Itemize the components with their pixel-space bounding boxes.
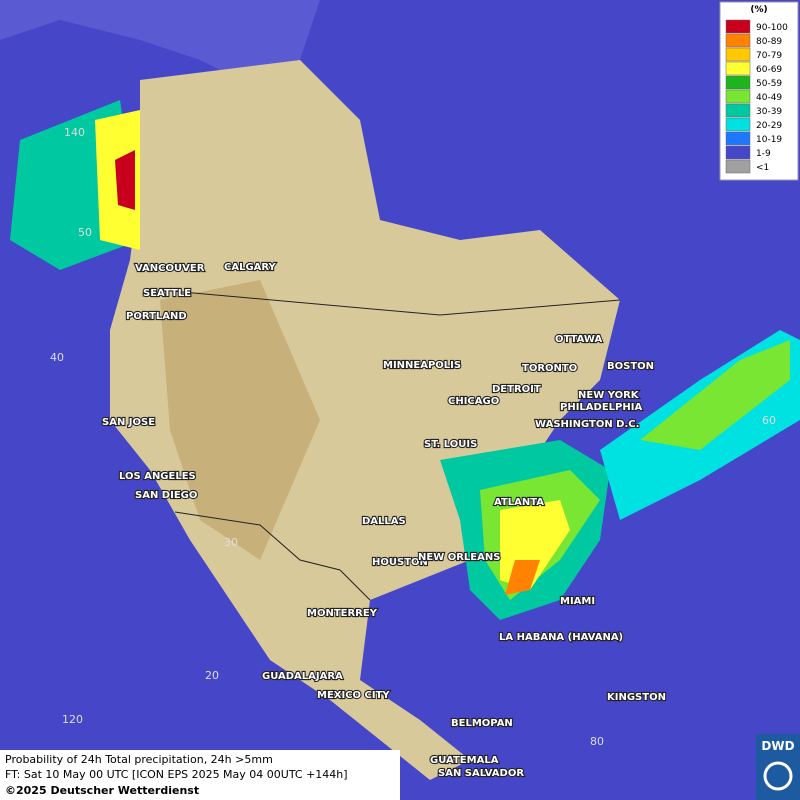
city-label: PHILADELPHIA xyxy=(560,402,642,413)
logo-text: DWD xyxy=(761,739,794,753)
legend-swatch xyxy=(725,89,751,104)
city-label: HOUSTON xyxy=(372,557,428,568)
legend-label: 1-9 xyxy=(756,149,771,159)
graticule-label: 120 xyxy=(62,713,83,726)
city-label: MEXICO CITY xyxy=(317,690,390,701)
legend-label: 60-69 xyxy=(756,65,782,75)
graticule-label: 40 xyxy=(50,351,64,364)
city-label: OTTAWA xyxy=(555,334,602,345)
city-label: SAN JOSE xyxy=(102,417,155,428)
city-label: LA HABANA (HAVANA) xyxy=(499,632,623,643)
city-label: ST. LOUIS xyxy=(424,439,477,450)
city-label: GUADALAJARA xyxy=(262,671,343,682)
city-label: MINNEAPOLIS xyxy=(383,360,461,371)
city-label: CALGARY xyxy=(224,262,277,273)
legend-label: 50-59 xyxy=(756,79,782,89)
caption-box xyxy=(0,750,400,800)
city-label: WASHINGTON D.C. xyxy=(535,419,639,430)
caption-forecast: FT: Sat 10 May 00 UTC [ICON EPS 2025 May… xyxy=(5,768,348,781)
city-label: MIAMI xyxy=(560,596,595,607)
precip-east-peak xyxy=(505,560,540,595)
legend-label: 10-19 xyxy=(756,135,782,145)
legend-swatch xyxy=(725,131,751,146)
legend-swatch xyxy=(725,47,751,62)
city-label: SAN DIEGO xyxy=(135,490,197,501)
caption-title: Probability of 24h Total precipitation, … xyxy=(5,753,273,766)
legend-label: 90-100 xyxy=(756,23,788,33)
city-label: MONTERREY xyxy=(307,608,378,619)
city-label: PORTLAND xyxy=(126,311,187,322)
city-label: NEW YORK xyxy=(578,390,640,401)
graticule-label: 50 xyxy=(78,226,92,239)
legend-swatch xyxy=(725,61,751,76)
legend-swatch xyxy=(725,19,751,34)
legend-title: (%) xyxy=(750,5,767,15)
border xyxy=(174,511,371,601)
arctic xyxy=(0,0,320,80)
graticule-label: 60 xyxy=(762,414,776,427)
city-label: KINGSTON xyxy=(607,692,666,703)
legend-swatch xyxy=(725,159,751,174)
legend-swatch xyxy=(725,103,751,118)
legend-swatch xyxy=(725,75,751,90)
city-label: GUATEMALA xyxy=(430,755,499,766)
border xyxy=(159,289,621,316)
city-label: TORONTO xyxy=(522,363,577,374)
legend-label: 40-49 xyxy=(756,93,782,103)
logo-icon xyxy=(763,761,793,791)
legend-swatch xyxy=(725,33,751,48)
legend-swatch xyxy=(725,145,751,160)
mountains xyxy=(160,280,320,560)
legend-label: 80-89 xyxy=(756,37,782,47)
city-label: SEATTLE xyxy=(143,288,191,299)
precip-atlantic-core xyxy=(640,340,790,450)
legend-label: 30-39 xyxy=(756,107,782,117)
city-label: BELMOPAN xyxy=(451,718,513,729)
city-label: DETROIT xyxy=(492,384,541,395)
city-label: NEW ORLEANS xyxy=(418,552,500,563)
city-label: SAN SALVADOR xyxy=(438,768,524,779)
graticule-label: 140 xyxy=(64,126,85,139)
legend-label: 20-29 xyxy=(756,121,782,131)
city-label: VANCOUVER xyxy=(135,263,205,274)
legend-label: 70-79 xyxy=(756,51,782,61)
caption-copyright: ©2025 Deutscher Wetterdienst xyxy=(5,784,199,797)
graticule-label: 80 xyxy=(590,735,604,748)
legend-label: <1 xyxy=(756,163,769,173)
city-label: CHICAGO xyxy=(448,396,499,407)
graticule-label: 20 xyxy=(205,669,219,682)
city-label: BOSTON xyxy=(607,361,654,372)
city-label: ATLANTA xyxy=(494,497,544,508)
city-label: LOS ANGELES xyxy=(119,471,196,482)
city-label: DALLAS xyxy=(362,516,406,527)
graticule-label: 30 xyxy=(224,536,238,549)
land xyxy=(110,60,620,780)
precip-pacific-peak xyxy=(115,150,135,210)
legend-swatch xyxy=(725,117,751,132)
